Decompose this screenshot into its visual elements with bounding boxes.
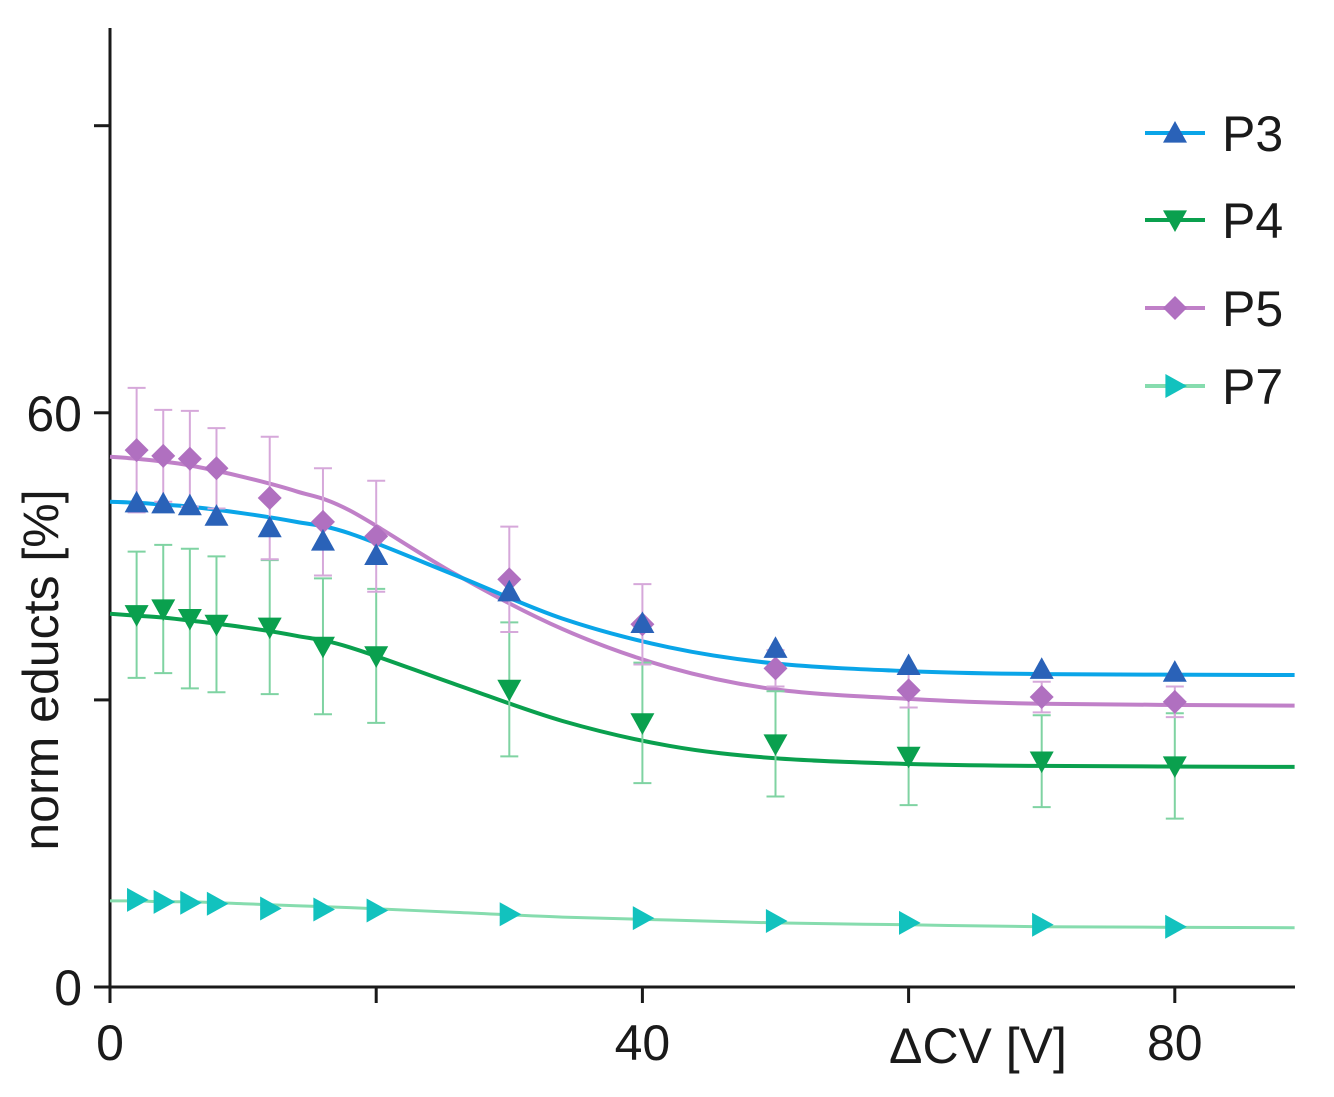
p3-point [310,529,335,551]
fit-curves [109,454,1295,930]
p5-point [257,485,282,510]
p7-point [366,898,389,923]
p3-point [1162,660,1187,682]
p3-fit-line [109,499,1295,677]
p3-point [257,515,282,538]
legend-marker-p3 [1163,121,1187,143]
p4-point [1162,756,1187,778]
p4-point [1029,751,1054,774]
x-tick-label: 40 [615,1015,671,1071]
p3-point [177,493,202,516]
p5-point [497,567,522,592]
p7-point [1032,912,1054,937]
x-axis-label: ΔCV [V] [889,1018,1067,1074]
p3-point [763,636,788,658]
data-markers [124,438,1187,939]
error-bars [127,386,1184,820]
p4-point [896,746,921,769]
p5-point [896,678,921,703]
p3-point [896,653,921,676]
p7-point [765,908,788,933]
p4-point [630,713,655,735]
p5-point [177,446,202,471]
p5-fit-line [109,454,1295,708]
p5-point [364,524,389,549]
p7-point [632,906,655,931]
x-tick-label: 0 [96,1015,124,1071]
p7-point [499,902,522,927]
p4-point [497,679,522,702]
legend: P3 P4 P5 P7 [1145,106,1283,415]
legend-label-p7: P7 [1222,359,1283,415]
p4-fit-line [109,611,1295,769]
p4-point [310,636,335,659]
p3-point [364,543,389,565]
legend-marker-p4 [1163,210,1187,232]
p5-point [310,509,335,534]
p4-point [151,599,176,621]
legend-label-p3: P3 [1222,106,1283,162]
p7-point [153,889,176,914]
p5-point [124,438,149,463]
p5-point [1162,689,1187,714]
p5-point [1029,685,1054,710]
axis-ticks: 0 40 80 0 60 [26,124,1203,1071]
legend-marker-p5 [1163,296,1187,320]
p3-point [124,490,149,513]
y-tick-label: 0 [54,960,82,1016]
p4-point [257,617,282,640]
p7-point [1165,914,1187,939]
p5-point [763,656,788,681]
p4-point [204,614,229,637]
legend-label-p4: P4 [1222,193,1283,249]
legend-marker-p7 [1165,374,1187,398]
x-tick-label: 80 [1147,1015,1203,1071]
p4-point [763,734,788,756]
p4-point [124,605,149,627]
p7-point [899,910,921,935]
p3-point [204,504,229,526]
p7-point [313,897,335,922]
p5-point [151,443,176,468]
legend-label-p5: P5 [1222,281,1283,337]
p3-point [1029,657,1054,679]
y-tick-label: 60 [26,386,82,442]
p7-point [127,887,149,912]
p7-fit-line [109,899,1295,930]
p3-point [497,579,522,602]
p4-point [177,608,202,631]
p7-point [260,896,282,921]
p5-point [204,456,229,481]
p7-point [180,890,202,915]
p3-point [151,491,176,514]
p3-point [630,611,655,633]
p7-point [206,891,229,916]
p4-point [364,646,389,668]
y-axis-label: norm educts [%] [13,489,69,850]
